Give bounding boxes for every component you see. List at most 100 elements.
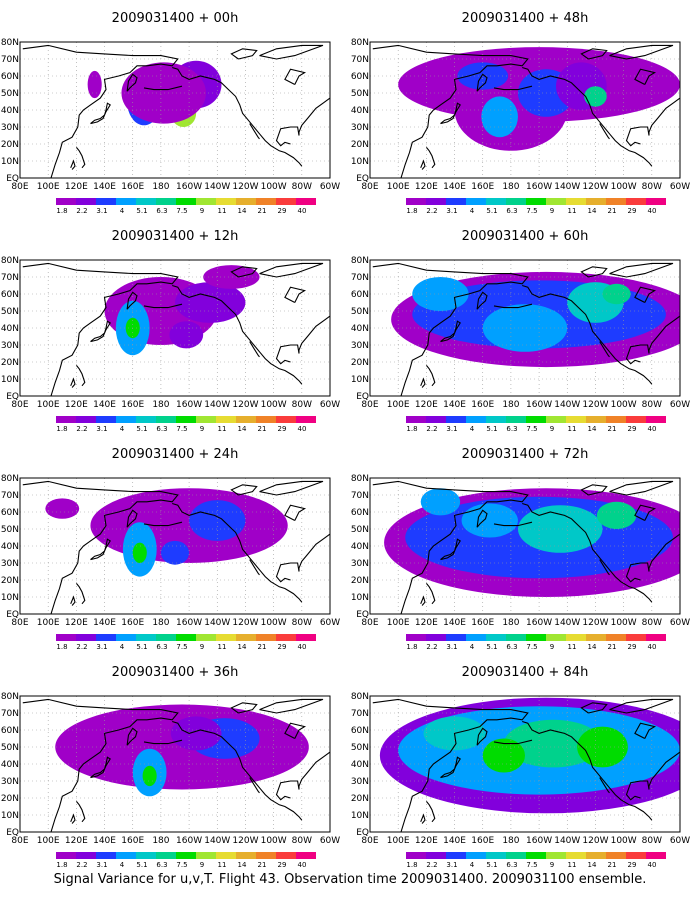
coastline <box>420 595 426 606</box>
longitude-tick-label: 140E <box>443 836 466 846</box>
colorbar-swatch <box>236 198 256 205</box>
colorbar-swatch <box>256 852 276 859</box>
latitude-tick-label: 20N <box>351 358 369 368</box>
colorbar-swatch <box>296 198 316 205</box>
coastline <box>22 698 179 832</box>
coastline <box>90 320 111 343</box>
coastline <box>259 262 324 278</box>
latitude-tick-label: 60N <box>1 508 19 518</box>
longitude-tick-label: 180 <box>502 182 519 192</box>
colorbar-swatch <box>526 416 546 423</box>
coastline <box>284 286 307 303</box>
longitude-tick-label: 60W <box>320 836 340 846</box>
colorbar-label: 2.2 <box>76 207 87 215</box>
longitude-tick-label: 80W <box>642 618 662 628</box>
coastline <box>172 66 303 167</box>
variance-contour <box>503 719 603 768</box>
coastline <box>609 44 674 60</box>
latitude-tick-label: EQ <box>356 174 369 184</box>
longitude-tick-label: 100E <box>37 400 60 410</box>
latitude-tick-label: 70N <box>351 491 369 501</box>
longitude-tick-label: 160W <box>526 836 552 846</box>
latitude-tick-label: 40N <box>351 542 369 552</box>
longitude-tick-label: 140E <box>93 400 116 410</box>
longitude-tick-label: 60W <box>670 836 690 846</box>
colorbar-label: 40 <box>298 207 307 215</box>
coastline <box>493 739 533 745</box>
colorbar-swatch <box>466 634 486 641</box>
colorbar-label: 21 <box>258 207 267 215</box>
latitude-tick-label: 30N <box>1 123 19 133</box>
colorbar-label: 14 <box>588 861 597 869</box>
variance-contour <box>90 488 288 563</box>
coastline <box>126 291 138 310</box>
longitude-tick-label: 140W <box>554 836 580 846</box>
coastline <box>275 533 330 583</box>
colorbar-label: 11 <box>218 425 227 433</box>
coastline <box>522 284 653 385</box>
colorbar-swatch <box>156 852 176 859</box>
map-frame <box>369 259 681 397</box>
colorbar-label: 40 <box>648 861 657 869</box>
variance-contour <box>481 96 518 138</box>
variance-contour <box>87 70 102 99</box>
coastline <box>609 262 674 278</box>
longitude-tick-label: 100W <box>611 836 637 846</box>
longitude-tick-label: 140W <box>204 400 230 410</box>
longitude-tick-label: 180 <box>152 182 169 192</box>
longitude-tick-label: 120E <box>65 836 88 846</box>
latitude-tick-label: 60N <box>351 290 369 300</box>
longitude-tick-label: 100W <box>611 400 637 410</box>
longitude-tick-label: 140W <box>204 182 230 192</box>
latitude-tick-label: 80N <box>1 692 19 702</box>
colorbar-label: 29 <box>278 861 287 869</box>
colorbar-label: 3.1 <box>446 861 457 869</box>
colorbar-swatch <box>586 198 606 205</box>
coastline <box>75 801 86 823</box>
colorbar-swatch <box>546 634 566 641</box>
colorbar-label: 29 <box>628 861 637 869</box>
coastline <box>249 559 260 576</box>
colorbar-label: 21 <box>608 861 617 869</box>
colorbar-label: 6.3 <box>156 207 167 215</box>
colorbar-swatch <box>486 852 506 859</box>
colorbar-swatch <box>446 416 466 423</box>
longitude-tick-label: 80W <box>292 836 312 846</box>
coastline <box>580 48 608 60</box>
latitude-tick-label: 30N <box>1 341 19 351</box>
colorbar-swatch <box>196 634 216 641</box>
colorbar-swatch <box>406 852 426 859</box>
variance-field <box>20 696 330 832</box>
longitude-tick-label: 100E <box>387 618 410 628</box>
latitude-tick-label: 50N <box>1 89 19 99</box>
coastline <box>284 722 307 739</box>
colorbar-swatch <box>426 416 446 423</box>
colorbar-swatch <box>566 852 586 859</box>
coastline <box>425 147 436 169</box>
colorbar-label: 40 <box>298 861 307 869</box>
colorbar-swatch <box>506 198 526 205</box>
colorbar-label: 29 <box>628 425 637 433</box>
colorbar-label: 6.3 <box>506 425 517 433</box>
latitude-tick-label: 70N <box>1 55 19 65</box>
colorbar-swatch <box>466 416 486 423</box>
colorbar-swatch <box>196 852 216 859</box>
colorbar-label: 11 <box>568 425 577 433</box>
colorbar-label: 6.3 <box>156 425 167 433</box>
colorbar-label: 9 <box>550 643 554 651</box>
colorbar-swatch <box>176 634 196 641</box>
latitude-tick-label: 20N <box>351 140 369 150</box>
longitude-tick-label: 80E <box>361 400 378 410</box>
coastline <box>440 756 461 779</box>
colorbar-label: 6.3 <box>156 861 167 869</box>
colorbar-label: 3.1 <box>96 643 107 651</box>
coastline <box>126 509 138 528</box>
latitude-tick-label: 50N <box>351 307 369 317</box>
longitude-tick-label: 160E <box>471 400 494 410</box>
variance-field <box>370 260 680 396</box>
longitude-tick-label: 80E <box>11 400 28 410</box>
longitude-tick-label: 140W <box>204 618 230 628</box>
coastline <box>522 66 653 167</box>
colorbar-swatch <box>646 198 666 205</box>
colorbar-label: 5.1 <box>486 207 497 215</box>
